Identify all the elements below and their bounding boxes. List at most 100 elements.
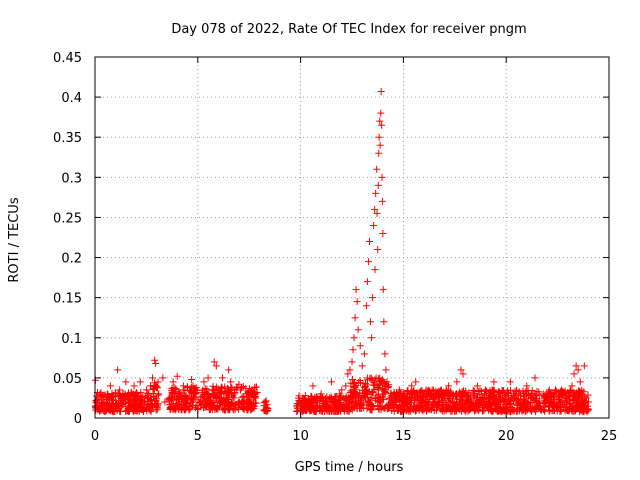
data-point [210,391,218,399]
data-point [216,390,224,398]
data-point [420,390,428,398]
data-point [575,400,583,408]
data-point [362,302,370,310]
data-point [224,405,232,413]
data-point [373,165,381,173]
x-tick-label: 20 [498,429,515,444]
ticks: 0 5 10 15 20 25 0 0.05 0.1 0.15 0.2 0.25 0.3 0.35 0.4 0… [53,51,617,444]
data-point [312,407,320,415]
data-point [551,391,559,399]
data-point [175,390,183,398]
data-point [327,378,335,386]
data-point [406,405,414,413]
data-point [301,398,309,406]
data-point [349,376,357,384]
data-point [425,405,433,413]
data-point [487,406,495,414]
data-point [307,394,315,402]
data-point [424,398,432,406]
data-point [321,402,329,410]
data-point [356,377,364,385]
data-point [525,390,533,398]
data-point [497,407,505,415]
y-tick-label: 0.35 [53,131,82,146]
data-point [264,404,272,412]
data-points [91,87,592,416]
data-point [332,398,340,406]
data-point [349,399,357,407]
data-point [364,258,372,266]
data-point [364,397,372,405]
data-point [197,393,205,401]
data-point [155,390,163,398]
data-point [165,394,173,402]
data-point [374,384,382,392]
data-point [374,181,382,189]
data-point [308,397,316,405]
data-point [570,396,578,404]
data-point [100,400,108,408]
data-point [354,326,362,334]
data-point [416,394,424,402]
data-point [135,403,143,411]
data-point [456,406,464,414]
data-point [428,386,436,394]
data-point [354,400,362,408]
data-point [325,406,333,414]
data-point [395,386,403,394]
data-point [427,391,435,399]
x-tick-label: 15 [395,429,412,444]
grid [95,57,609,418]
data-point [201,394,209,402]
data-point [239,398,247,406]
data-point [531,374,539,382]
data-point [348,358,356,366]
data-point [379,229,387,237]
data-point [372,374,380,382]
data-point [376,141,384,149]
data-point [369,381,377,389]
data-point [128,402,136,410]
data-point [204,374,212,382]
data-point [451,404,459,412]
data-point [474,388,482,396]
data-point [574,366,582,374]
data-point [365,238,373,246]
data-point [408,382,416,390]
data-point [405,408,413,416]
data-point [471,407,479,415]
data-point [561,388,569,396]
data-point [95,402,103,410]
data-point [103,390,111,398]
data-point [292,402,300,410]
data-point [532,392,540,400]
data-point [234,403,242,411]
data-point [519,398,527,406]
data-point [502,402,510,410]
data-point [393,401,401,409]
data-point [523,405,531,413]
data-point [383,378,391,386]
y-tick-label: 0.05 [53,372,82,387]
y-tick-label: 0.2 [61,252,82,267]
data-point [567,403,575,411]
data-point [364,376,372,384]
data-point [189,382,197,390]
data-point [407,399,415,407]
data-point [355,392,363,400]
data-point [467,400,475,408]
data-point [478,398,486,406]
data-point [303,404,311,412]
data-point [221,404,229,412]
data-point [584,391,592,399]
x-tick-label: 5 [194,429,202,444]
data-point [125,407,133,415]
y-tick-label: 0.15 [53,292,82,307]
data-point [490,391,498,399]
data-point [169,378,177,386]
data-point [202,389,210,397]
data-point [384,383,392,391]
data-point [309,382,317,390]
data-point [351,314,359,322]
data-point [365,398,373,406]
